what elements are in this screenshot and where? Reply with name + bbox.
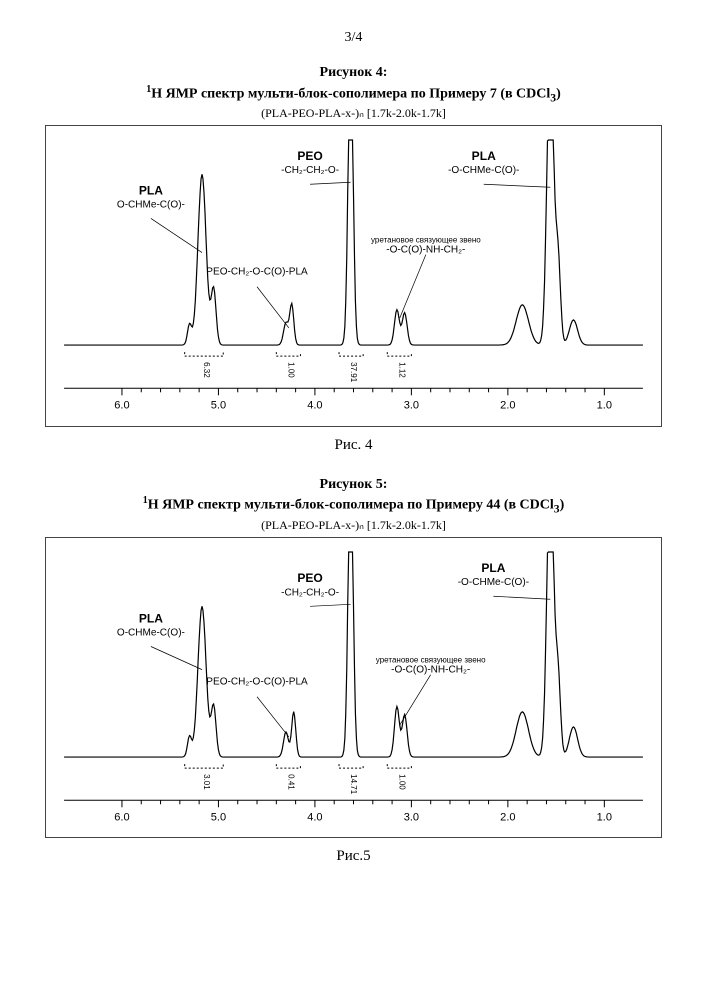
- integral-value: 37.91: [349, 362, 358, 383]
- axis-tick-label: 3.0: [404, 399, 419, 411]
- spectrum-trace: [64, 552, 643, 757]
- spectrum-frame: 6.0 5.0 4.0 3.0 2.0 1.0 3.01 0.41 14.71 1.00 PLA O-…: [45, 537, 662, 838]
- axis-tick-label: 5.0: [211, 399, 226, 411]
- axis-tick-label: 6.0: [114, 811, 129, 823]
- peak-label-sub: -CH₂-CH₂-O-: [281, 165, 339, 176]
- integral-value: 6.32: [202, 362, 211, 378]
- axis-tick-label: 5.0: [211, 811, 226, 823]
- spectrum-frame: 6.0 5.0 4.0 3.0 2.0 1.0 6.32 1.00 37.91 1.12 PLA O-…: [45, 125, 662, 426]
- integral-value: 1.00: [397, 774, 406, 790]
- peak-label-main: PLA: [472, 149, 496, 163]
- peak-label-sub: O-CHMe-C(O)-: [117, 627, 185, 638]
- axis-tick-label: 6.0: [114, 399, 129, 411]
- figure-title: 1H ЯМР спектр мульти-блок-сополимера по …: [45, 494, 662, 517]
- figure-caption: Рис.5: [45, 848, 662, 865]
- nmr-spectrum: 6.0 5.0 4.0 3.0 2.0 1.0 3.01 0.41 14.71 1.00 PLA O-…: [52, 544, 655, 835]
- peak-label-sub: -CH₂-CH₂-O-: [281, 587, 339, 598]
- figure-caption: Рис. 4: [45, 437, 662, 454]
- peak-label-tiny: уретановое связующее звено: [376, 655, 486, 664]
- peak-label-main: PLA: [139, 611, 163, 625]
- axis-tick-label: 1.0: [597, 399, 612, 411]
- integral-value: 1.12: [397, 362, 406, 378]
- peak-label-sub: O-CHMe-C(O)-: [117, 199, 185, 210]
- integral-value: 1.00: [286, 362, 295, 378]
- spectrum-trace: [64, 140, 643, 345]
- peak-label-main: PEO: [297, 571, 322, 585]
- figures-container: Рисунок 4:1H ЯМР спектр мульти-блок-сопо…: [45, 64, 662, 865]
- peak-label-main: PLA: [481, 561, 505, 575]
- integral-value: 14.71: [349, 774, 358, 795]
- peak-label-sub: -O-CHMe-C(O)-: [448, 165, 519, 176]
- page: 3/4 Рисунок 4:1H ЯМР спектр мульти-блок-…: [0, 0, 707, 1000]
- figure-block: Рисунок 4:1H ЯМР спектр мульти-блок-сопо…: [45, 64, 662, 454]
- axis-tick-label: 1.0: [597, 811, 612, 823]
- figure-heading: Рисунок 5:: [45, 476, 662, 495]
- figure-subtitle: (PLA-PEO-PLA-x-)ₙ [1.7k-2.0k-1.7k]: [45, 518, 662, 533]
- nmr-spectrum: 6.0 5.0 4.0 3.0 2.0 1.0 6.32 1.00 37.91 1.12 PLA O-…: [52, 132, 655, 423]
- peak-label-sub: PEO-CH₂-O-C(O)-PLA: [206, 676, 308, 687]
- peak-label-main: PLA: [139, 183, 163, 197]
- axis-tick-label: 3.0: [404, 811, 419, 823]
- peak-label-tiny: уретановое связующее звено: [371, 236, 481, 245]
- peak-label-sub: -O-C(O)-NH-CH₂-: [386, 245, 465, 256]
- axis-tick-label: 2.0: [500, 399, 515, 411]
- integral-value: 3.01: [202, 774, 211, 790]
- integral-value: 0.41: [286, 774, 295, 790]
- figure-block: Рисунок 5:1H ЯМР спектр мульти-блок-сопо…: [45, 476, 662, 866]
- figure-subtitle: (PLA-PEO-PLA-x-)ₙ [1.7k-2.0k-1.7k]: [45, 106, 662, 121]
- axis-tick-label: 4.0: [307, 811, 322, 823]
- axis-tick-label: 4.0: [307, 399, 322, 411]
- peak-label-sub: PEO-CH₂-O-C(O)-PLA: [206, 267, 308, 278]
- figure-title: 1H ЯМР спектр мульти-блок-сополимера по …: [45, 83, 662, 106]
- figure-heading: Рисунок 4:: [45, 64, 662, 83]
- peak-label-sub: -O-C(O)-NH-CH₂-: [391, 664, 470, 675]
- page-number: 3/4: [45, 30, 662, 46]
- axis-tick-label: 2.0: [500, 811, 515, 823]
- peak-label-sub: -O-CHMe-C(O)-: [458, 577, 529, 588]
- peak-label-main: PEO: [297, 149, 322, 163]
